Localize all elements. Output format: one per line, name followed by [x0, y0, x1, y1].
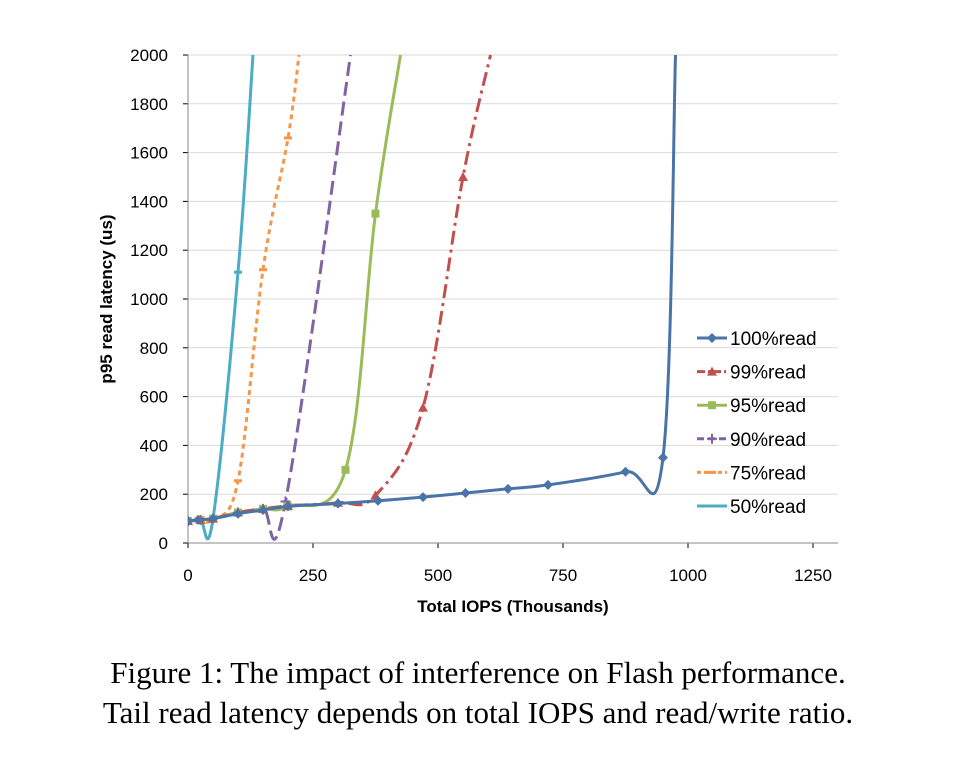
series-99-read	[188, 54, 492, 526]
series-lines	[188, 54, 677, 541]
y-tick-label: 1600	[130, 144, 168, 163]
data-point	[233, 508, 243, 519]
y-tick-label: 0	[159, 534, 168, 553]
series-line	[188, 54, 352, 541]
series-95-read	[188, 54, 402, 526]
legend-label: 75%read	[730, 463, 806, 484]
series-75-read	[188, 54, 301, 524]
x-tick-label: 0	[183, 566, 192, 585]
axes	[183, 54, 838, 548]
y-tick-label: 1800	[130, 95, 168, 114]
y-tick-label: 2000	[130, 46, 168, 65]
y-tick-label: 600	[140, 388, 168, 407]
data-point	[373, 495, 383, 506]
tick-labels: 0 200 400 600 800 1000 1200 1400 1600 1800 2000 0 25…	[130, 46, 832, 585]
data-point	[333, 498, 343, 509]
y-tick-label: 400	[140, 436, 168, 455]
data-point	[458, 172, 468, 181]
latency-chart: 0 200 400 600 800 1000 1200 1400 1600 1800 2000 0 25…	[97, 46, 838, 616]
data-point	[418, 402, 428, 412]
x-tick-label: 750	[549, 566, 577, 585]
data-point	[208, 513, 218, 524]
series-line	[188, 54, 301, 524]
y-tick-label: 200	[140, 485, 168, 504]
series-50-read	[188, 54, 255, 541]
legend-label: 90%read	[730, 430, 806, 451]
data-point	[460, 487, 471, 498]
data-point	[620, 466, 631, 477]
legend-marker	[707, 433, 717, 444]
y-tick-label: 1200	[130, 241, 168, 260]
y-tick-label: 1000	[130, 290, 168, 309]
x-tick-label: 500	[424, 566, 452, 585]
data-point	[188, 516, 193, 527]
series-90-read	[188, 54, 352, 541]
data-point	[193, 514, 203, 525]
data-point	[283, 501, 293, 512]
grid-lines	[188, 54, 838, 495]
data-point	[503, 483, 513, 494]
legend-marker	[707, 366, 717, 376]
legend-marker	[707, 333, 717, 343]
figure-caption-line-2: Tail read latency depends on total IOPS …	[102, 695, 854, 730]
data-point	[341, 465, 350, 474]
legend: 100%read 99%read 95%read 90%read 75%read 50%r…	[697, 329, 817, 518]
legend-label: 95%read	[730, 396, 806, 417]
x-tick-label: 250	[299, 566, 327, 585]
x-axis-title: Total IOPS (Thousands)	[417, 597, 608, 616]
y-axis-title: p95 read latency (us)	[97, 214, 116, 383]
series-100-read	[188, 54, 677, 527]
data-point	[543, 479, 553, 490]
x-tick-label: 1250	[794, 566, 832, 585]
data-point	[658, 452, 668, 463]
legend-label: 50%read	[730, 497, 806, 518]
data-point	[418, 492, 428, 503]
x-tick-label: 1000	[669, 566, 707, 585]
data-point	[258, 505, 268, 516]
data-point	[371, 209, 380, 218]
y-tick-label: 1400	[130, 192, 168, 211]
series-line	[188, 54, 677, 523]
legend-marker	[708, 401, 716, 410]
legend-label: 99%read	[730, 363, 806, 384]
figure-caption-line-1: Figure 1: The impact of interference on …	[110, 655, 846, 690]
legend-label: 100%read	[730, 329, 817, 350]
series-line	[188, 54, 255, 541]
y-tick-label: 800	[140, 339, 168, 358]
